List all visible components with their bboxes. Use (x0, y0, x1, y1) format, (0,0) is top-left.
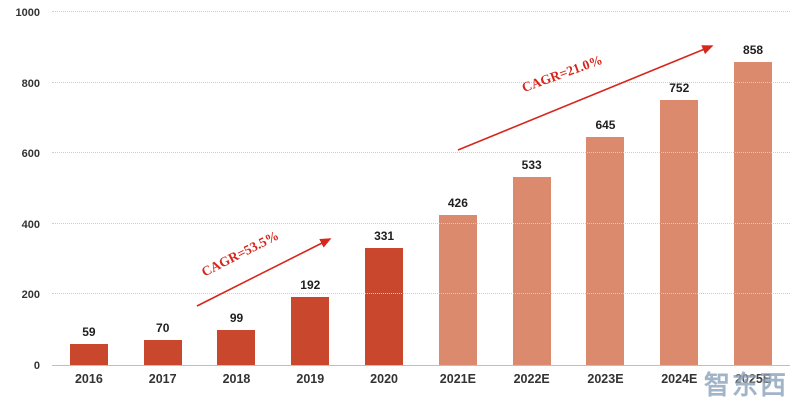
bar-slot: 645 (569, 12, 643, 365)
y-tick-label: 200 (21, 289, 40, 302)
bar-value-label: 70 (156, 321, 170, 336)
x-tick-label: 2017 (148, 372, 177, 386)
bar-value-label: 752 (669, 80, 690, 95)
bar-slot: 752 (642, 12, 716, 365)
x-tick-label: 2022E (513, 372, 550, 386)
bar-value-label: 533 (521, 157, 542, 172)
gridline (52, 222, 790, 224)
bar (143, 340, 182, 365)
y-tick-label: 400 (21, 218, 40, 231)
x-tick-label: 2024E (661, 372, 698, 386)
x-axis: 2016 2017 2018 2019 2020 2021E 2022E 2023E 2024E… (52, 372, 790, 386)
gridline (52, 11, 790, 12)
gridline (52, 293, 790, 295)
y-tick-label: 600 (21, 148, 40, 161)
x-tick-label: 2021E (439, 372, 476, 386)
y-axis: 0 200 400 600 800 1000 (0, 7, 46, 372)
bar (69, 344, 108, 365)
bar-value-label: 99 (229, 311, 244, 326)
bar (291, 297, 330, 365)
x-tick-label: 2018 (222, 372, 251, 386)
bar-slot: 533 (495, 12, 569, 365)
bar-slot: 192 (273, 12, 347, 365)
x-tick-label: 2025E (734, 372, 772, 386)
x-tick-label: 2016 (74, 372, 103, 386)
bar-slot: 59 (52, 12, 126, 365)
bar (586, 137, 625, 365)
bar (365, 248, 404, 365)
bar-value-label: 59 (82, 325, 96, 340)
bar (217, 330, 256, 365)
bar-value-label: 331 (374, 229, 395, 244)
bar-value-label: 426 (447, 195, 468, 210)
bar-value-label: 858 (743, 43, 764, 58)
y-tick-label: 800 (21, 77, 40, 90)
bar (734, 62, 773, 365)
bar (512, 176, 551, 365)
bar-slot: 99 (200, 12, 274, 365)
bar (438, 214, 477, 365)
bar-slot: 331 (347, 12, 421, 365)
gridline (52, 152, 790, 154)
bars-row: 59 70 99 192 331 426 533 645 752 858 (52, 12, 790, 365)
x-tick-label: 2020 (370, 372, 398, 386)
x-tick-label: 2023E (587, 372, 624, 386)
bar-value-label: 645 (595, 118, 616, 133)
bar-slot: 426 (421, 12, 495, 365)
watermark-logo: 智东西 (703, 370, 788, 400)
bar-slot: 70 (126, 12, 200, 365)
bar-value-label: 192 (300, 278, 321, 293)
gridline (52, 81, 790, 83)
y-tick-label: 1000 (15, 7, 40, 19)
bar (660, 99, 699, 365)
bar-slot: 858 (716, 12, 790, 365)
y-tick-label: 0 (33, 360, 40, 372)
plot-area: 59 70 99 192 331 426 533 645 752 858 (52, 11, 790, 366)
x-tick-label: 2019 (296, 372, 325, 386)
